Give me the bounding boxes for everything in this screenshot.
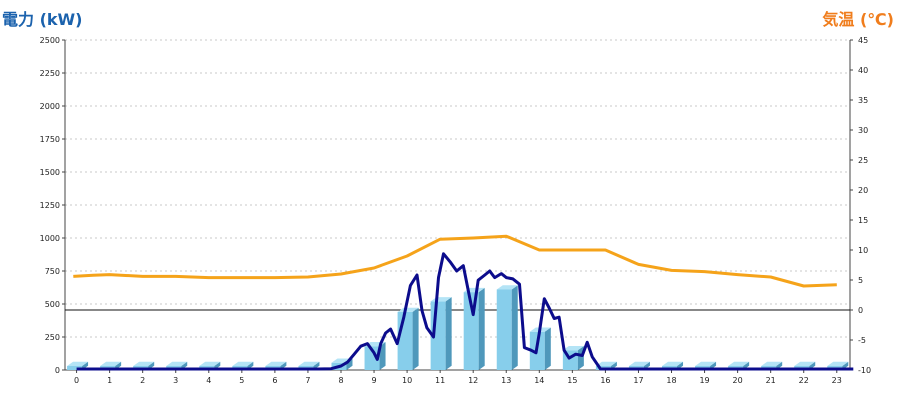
bar-side [445, 297, 452, 370]
bar-top [265, 361, 287, 366]
bar-top [100, 361, 122, 366]
bar-top [662, 361, 684, 366]
x-tick-label: 0 [74, 376, 79, 385]
right-tick-label: 5 [858, 276, 863, 285]
bar-top [728, 361, 750, 366]
bar-top [298, 361, 320, 366]
left-tick-label: 1000 [40, 234, 60, 243]
x-tick-label: 7 [305, 376, 310, 385]
bar-top [133, 361, 155, 366]
bar-top [695, 361, 717, 366]
bar-side [346, 358, 353, 370]
right-tick-label: 0 [858, 306, 863, 315]
x-tick-label: 15 [567, 376, 577, 385]
left-axis-title: 電力 (kW) [2, 10, 83, 29]
x-tick-label: 14 [534, 376, 544, 385]
left-tick-label: 750 [45, 267, 60, 276]
left-tick-label: 2250 [40, 69, 60, 78]
bar-side [511, 285, 518, 370]
left-tick-label: 1500 [40, 168, 60, 177]
bar-side [412, 307, 419, 370]
bar-front [496, 289, 512, 370]
bar-top [496, 285, 518, 290]
left-tick-label: 1750 [40, 135, 60, 144]
x-tick-label: 19 [699, 376, 709, 385]
left-tick-label: 250 [45, 333, 60, 342]
right-tick-label: 35 [858, 96, 868, 105]
temperature-line [73, 234, 837, 288]
bar-top [397, 307, 419, 312]
x-tick-label: 18 [666, 376, 676, 385]
x-tick-label: 4 [206, 376, 211, 385]
left-tick-label: 0 [55, 366, 60, 375]
right-tick-label: 15 [858, 216, 868, 225]
power-line [76, 252, 854, 371]
bar-front [67, 366, 83, 370]
right-tick-label: 45 [858, 36, 868, 45]
left-tick-label: 1250 [40, 201, 60, 210]
x-tick-label: 12 [468, 376, 478, 385]
x-tick-label: 1 [107, 376, 112, 385]
x-tick-label: 9 [371, 376, 376, 385]
right-tick-label: 10 [858, 246, 868, 255]
left-tick-label: 2000 [40, 102, 60, 111]
x-tick-label: 3 [173, 376, 178, 385]
bar-top [794, 361, 816, 366]
x-tick-label: 16 [600, 376, 610, 385]
bar-top [232, 361, 254, 366]
bar-side [478, 287, 485, 370]
right-tick-label: 30 [858, 126, 868, 135]
bar-front [397, 311, 413, 370]
x-tick-label: 6 [272, 376, 277, 385]
bar-side [544, 327, 551, 370]
right-tick-label: 40 [858, 66, 868, 75]
bar-top [628, 361, 650, 366]
x-tick-label: 21 [766, 376, 776, 385]
right-tick-label: 25 [858, 156, 868, 165]
bar-top [827, 361, 849, 366]
bar-top [761, 361, 783, 366]
x-tick-label: 10 [402, 376, 412, 385]
bar-top [562, 346, 584, 351]
x-tick-label: 13 [501, 376, 511, 385]
x-tick-label: 17 [633, 376, 643, 385]
x-tick-label: 2 [140, 376, 145, 385]
x-tick-label: 22 [799, 376, 809, 385]
x-tick-label: 11 [435, 376, 445, 385]
right-tick-label: -5 [858, 336, 866, 345]
bar-front [364, 346, 380, 370]
left-tick-label: 2500 [40, 36, 60, 45]
x-tick-label: 23 [832, 376, 842, 385]
bar-top [166, 361, 188, 366]
bar-top [67, 361, 89, 366]
x-tick-label: 5 [239, 376, 244, 385]
right-axis-title: 気温 (℃) [822, 10, 894, 29]
left-tick-label: 500 [45, 300, 60, 309]
x-tick-label: 20 [733, 376, 743, 385]
x-tick-label: 8 [338, 376, 343, 385]
right-tick-label: -10 [858, 366, 871, 375]
bar-top [199, 361, 221, 366]
bar-top [595, 361, 617, 366]
right-tick-label: 20 [858, 186, 868, 195]
